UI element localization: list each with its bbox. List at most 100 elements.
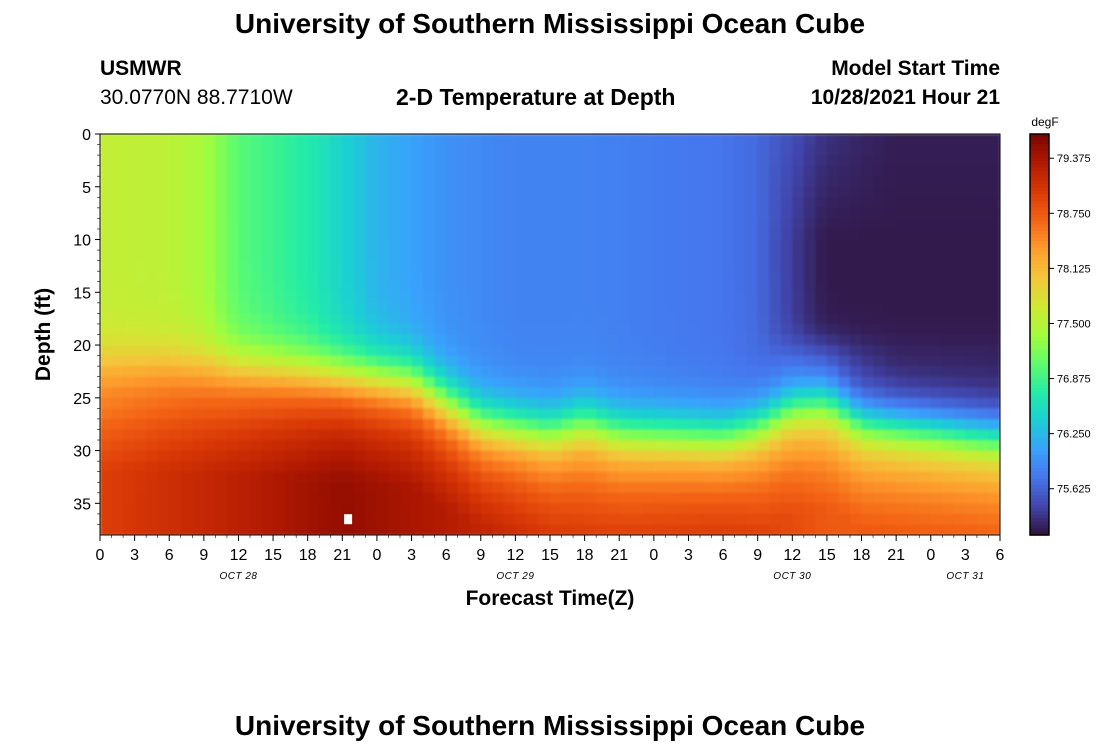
heatmap-cell xyxy=(342,260,355,272)
heatmap-cell xyxy=(630,207,643,220)
heatmap-cell xyxy=(434,155,447,167)
heatmap-cell xyxy=(261,503,274,515)
heatmap-cell xyxy=(769,218,782,230)
heatmap-cell xyxy=(296,186,309,198)
heatmap-cell xyxy=(215,471,228,483)
heatmap-cell xyxy=(169,366,182,378)
heatmap-cell xyxy=(365,260,378,272)
heatmap-cell xyxy=(815,302,828,314)
heatmap-cell xyxy=(850,165,863,177)
heatmap-cell xyxy=(446,366,459,378)
heatmap-cell xyxy=(630,482,643,494)
heatmap-cell xyxy=(850,355,863,367)
y-tick-label: 0 xyxy=(82,127,91,144)
heatmap-cell xyxy=(480,250,493,262)
heatmap-cell xyxy=(746,197,759,209)
heatmap-cell xyxy=(261,281,274,293)
colorbar-segment xyxy=(1030,291,1049,295)
heatmap-cell xyxy=(480,429,493,441)
heatmap-cell xyxy=(619,250,632,262)
heatmap-cell xyxy=(676,207,690,220)
heatmap-cell xyxy=(353,292,366,304)
heatmap-cell xyxy=(884,366,897,378)
heatmap-cell xyxy=(550,271,563,283)
heatmap-cell xyxy=(919,155,932,167)
heatmap-cell xyxy=(100,366,113,378)
heatmap-cell xyxy=(434,176,447,188)
heatmap-cell xyxy=(550,176,563,188)
colorbar-segment xyxy=(1030,147,1049,152)
heatmap-cell xyxy=(388,302,401,314)
heatmap-cell xyxy=(976,418,990,431)
heatmap-cell xyxy=(930,144,943,156)
heatmap-cell xyxy=(884,397,897,409)
heatmap-cell xyxy=(515,397,528,409)
heatmap-cell xyxy=(376,345,390,357)
heatmap-cell xyxy=(688,302,701,314)
heatmap-cell xyxy=(400,302,413,314)
heatmap-cell xyxy=(492,334,505,346)
heatmap-cell xyxy=(630,440,643,452)
heatmap-cell xyxy=(503,176,516,188)
heatmap-cell xyxy=(976,165,990,177)
heatmap-cell xyxy=(619,345,632,357)
heatmap-cell xyxy=(561,260,574,272)
heatmap-cell xyxy=(976,155,990,167)
heatmap-cell xyxy=(157,366,170,378)
heatmap-cell xyxy=(665,492,678,504)
heatmap-cell xyxy=(619,524,632,535)
heatmap-cell xyxy=(988,134,1000,146)
heatmap-cell xyxy=(492,492,505,504)
heatmap-cell xyxy=(250,323,263,336)
heatmap-cell xyxy=(665,186,678,198)
heatmap-cell xyxy=(930,155,943,167)
heatmap-cell xyxy=(250,186,263,198)
heatmap-cell xyxy=(873,218,886,230)
heatmap-cell xyxy=(907,408,920,420)
heatmap-cell xyxy=(619,461,632,473)
heatmap-cell xyxy=(642,313,655,325)
heatmap-cell xyxy=(411,239,424,251)
heatmap-cell xyxy=(457,408,470,420)
heatmap-cell xyxy=(400,228,413,241)
heatmap-cell xyxy=(123,387,136,399)
heatmap-cell xyxy=(423,186,436,198)
heatmap-cell xyxy=(261,239,274,251)
heatmap-cell xyxy=(907,387,920,399)
heatmap-cell xyxy=(573,503,586,515)
heatmap-cell xyxy=(976,397,990,409)
heatmap-cell xyxy=(261,165,274,177)
heatmap-cell xyxy=(238,176,251,188)
heatmap-cell xyxy=(919,228,932,241)
heatmap-cell xyxy=(123,345,136,357)
heatmap-cell xyxy=(157,376,170,388)
heatmap-cell xyxy=(746,271,759,283)
heatmap-cell xyxy=(169,197,182,209)
heatmap-cell xyxy=(503,334,516,346)
heatmap-cell xyxy=(434,271,447,283)
heatmap-cell xyxy=(803,376,816,388)
heatmap-cell xyxy=(526,239,540,251)
heatmap-cell xyxy=(469,397,482,409)
x-tick-label: 9 xyxy=(199,547,208,564)
heatmap-cell xyxy=(411,271,424,283)
heatmap-cell xyxy=(850,281,863,293)
heatmap-cell xyxy=(711,176,724,188)
heatmap-cell xyxy=(619,397,632,409)
heatmap-cell xyxy=(480,228,493,241)
heatmap-cell xyxy=(665,250,678,262)
heatmap-cell xyxy=(469,197,482,209)
heatmap-cell xyxy=(619,366,632,378)
heatmap-cell xyxy=(792,492,805,504)
heatmap-cell xyxy=(861,376,874,388)
colorbar-segment xyxy=(1030,227,1049,232)
heatmap-cell xyxy=(723,228,736,241)
heatmap-cell xyxy=(619,281,632,293)
heatmap-cell xyxy=(688,376,701,388)
heatmap-cell xyxy=(492,408,505,420)
heatmap-cell xyxy=(700,376,713,388)
heatmap-cell xyxy=(123,228,136,241)
heatmap-cell xyxy=(284,165,297,177)
heatmap-cell xyxy=(146,281,159,293)
heatmap-cell xyxy=(780,239,793,251)
